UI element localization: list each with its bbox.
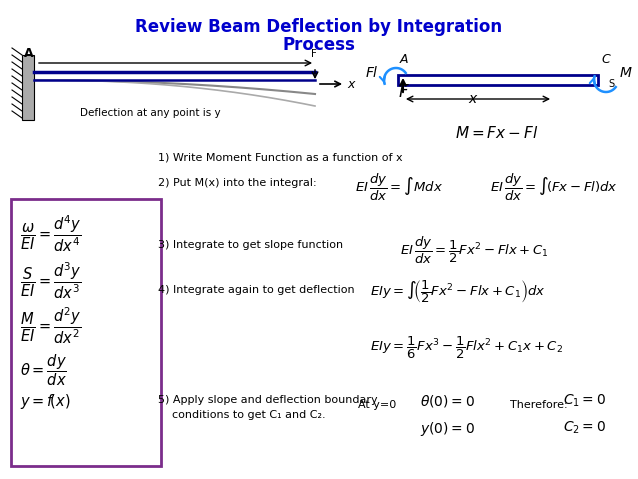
Text: $EI\,\dfrac{dy}{dx} = \dfrac{1}{2}Fx^{2} - Flx + C_{1}$: $EI\,\dfrac{dy}{dx} = \dfrac{1}{2}Fx^{2}… [400,235,549,266]
Text: $M = Fx - Fl$: $M = Fx - Fl$ [455,125,538,141]
Text: $EIy = \int\!\left(\dfrac{1}{2}Fx^{2} - Flx + C_{1}\right)dx$: $EIy = \int\!\left(\dfrac{1}{2}Fx^{2} - … [370,278,546,305]
Text: 5) Apply slope and deflection boundary
    conditions to get C₁ and C₂.: 5) Apply slope and deflection boundary c… [158,395,378,420]
Text: $F$: $F$ [398,83,410,101]
Text: $y(0) = 0$: $y(0) = 0$ [420,420,475,438]
FancyBboxPatch shape [11,199,161,466]
Text: $\theta = \dfrac{dy}{dx}$: $\theta = \dfrac{dy}{dx}$ [20,352,67,388]
Text: At y=0: At y=0 [358,400,396,410]
Text: F: F [311,49,317,59]
Text: M: M [620,66,632,80]
Text: $Fl$: $Fl$ [365,65,379,80]
Bar [22,55,34,120]
Text: Review Beam Deflection by Integration: Review Beam Deflection by Integration [135,18,503,36]
Bar [398,75,598,85]
Text: x: x [468,92,476,106]
Text: S: S [608,79,614,89]
Text: $\dfrac{S}{EI} = \dfrac{d^{3}y}{dx^{3}}$: $\dfrac{S}{EI} = \dfrac{d^{3}y}{dx^{3}}$ [20,260,82,301]
Text: $y = f\!\left(x\right)$: $y = f\!\left(x\right)$ [20,392,70,411]
Text: Deflection at any point is y: Deflection at any point is y [80,108,221,118]
Text: $C_{2} = 0$: $C_{2} = 0$ [563,420,606,436]
Text: 3) Integrate to get slope function: 3) Integrate to get slope function [158,240,343,250]
Text: $\dfrac{\omega}{EI} = \dfrac{d^{4}y}{dx^{4}}$: $\dfrac{\omega}{EI} = \dfrac{d^{4}y}{dx^… [20,213,82,254]
Text: C: C [601,53,610,66]
Text: $C_{1} = 0$: $C_{1} = 0$ [563,393,606,410]
Text: 4) Integrate again to get deflection: 4) Integrate again to get deflection [158,285,355,295]
Text: x: x [347,78,354,91]
Text: A: A [400,53,408,66]
Text: $EIy = \dfrac{1}{6}Fx^{3} - \dfrac{1}{2}Flx^{2} + C_{1}x + C_{2}$: $EIy = \dfrac{1}{6}Fx^{3} - \dfrac{1}{2}… [370,335,563,361]
Text: $\theta(0) = 0$: $\theta(0) = 0$ [420,393,475,409]
Text: $\dfrac{M}{EI} = \dfrac{d^{2}y}{dx^{2}}$: $\dfrac{M}{EI} = \dfrac{d^{2}y}{dx^{2}}$ [20,305,82,346]
Text: 1) Write Moment Function as a function of x: 1) Write Moment Function as a function o… [158,152,403,162]
Text: $EI\,\dfrac{dy}{dx} = \int Mdx$: $EI\,\dfrac{dy}{dx} = \int Mdx$ [355,172,443,203]
Text: Process: Process [283,36,355,54]
Text: A: A [24,47,34,60]
Text: 2) Put M(x) into the integral:: 2) Put M(x) into the integral: [158,178,316,188]
Text: $EI\,\dfrac{dy}{dx} = \int\!\left(Fx - Fl\right)dx$: $EI\,\dfrac{dy}{dx} = \int\!\left(Fx - F… [490,172,618,203]
Text: Therefore:: Therefore: [510,400,568,410]
